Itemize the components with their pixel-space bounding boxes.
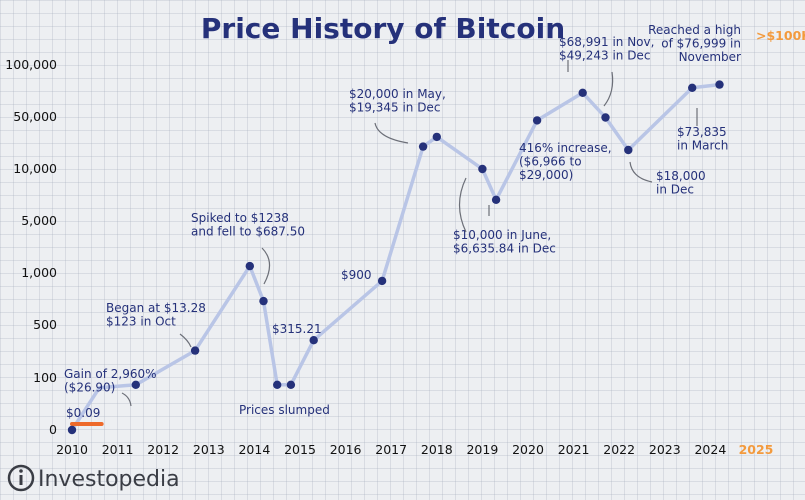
y-tick-label: 100	[33, 370, 57, 385]
annotation-label: $10,000 in June, $6,635.84 in Dec	[453, 228, 556, 256]
x-tick-label: 2020	[512, 442, 544, 457]
data-point	[273, 380, 282, 389]
annotation-arrow	[374, 122, 409, 144]
y-tick-label: 0	[49, 422, 57, 437]
data-point	[245, 261, 254, 271]
price-series-line	[70, 82, 720, 431]
annotation-label: $315.21	[272, 322, 322, 336]
data-point	[432, 132, 441, 142]
x-tick-label: 2012	[147, 442, 179, 457]
investopedia-logo: Investopedia	[7, 464, 180, 492]
x-tick-label: 2021	[558, 442, 590, 457]
data-point	[67, 425, 77, 435]
y-tick-label: 10,000	[13, 161, 57, 176]
data-point	[259, 296, 268, 306]
annotation-label: $68,991 in Nov, $49,243 in Dec	[559, 35, 654, 63]
data-point	[624, 145, 633, 155]
annotation-label: Prices slumped	[239, 403, 330, 417]
data-point	[532, 116, 542, 125]
annotation-label: Reached a high of $76,999 in November	[648, 23, 741, 64]
x-tick-label: 2018	[421, 442, 453, 457]
x-tick-label: 2015	[284, 442, 316, 457]
data-point	[688, 83, 697, 93]
annotation-arrow	[458, 177, 467, 233]
annotation-label: $0.09	[66, 406, 100, 420]
y-tick-label: 1,000	[21, 265, 57, 280]
data-point	[418, 142, 428, 151]
x-tick-label: 2010	[56, 442, 88, 457]
y-extra-label: >$100K	[756, 28, 805, 43]
y-tick-label: 5,000	[21, 213, 57, 228]
x-tick-label: 2017	[375, 442, 407, 457]
annotation-arrow	[261, 247, 271, 285]
x-tick-label: 2022	[603, 442, 635, 457]
data-point	[286, 380, 296, 389]
annotation-label: 416% increase, ($6,966 to $29,000)	[519, 141, 612, 182]
x-tick-label: 2014	[238, 442, 270, 457]
investopedia-i-icon	[7, 464, 35, 492]
annotation-arrow	[179, 333, 192, 348]
data-point	[131, 380, 140, 389]
x-tick-label: 2019	[466, 442, 498, 457]
data-point	[491, 195, 501, 204]
data-point	[478, 164, 487, 174]
x-tick-label: 2011	[102, 442, 134, 457]
annotation-label: Began at $13.28 $123 in Oct	[106, 301, 206, 329]
data-point	[578, 88, 587, 98]
annotation-label: $20,000 in May, $19,345 in Dec	[349, 87, 446, 115]
annotation-arrow	[629, 161, 653, 183]
x-tick-label: 2016	[330, 442, 362, 457]
x-tick-label: 2013	[193, 442, 225, 457]
annotation-label: $18,000 in Dec	[656, 169, 706, 197]
x-tick-label: 2023	[649, 442, 681, 457]
annotation-label: Spiked to $1238 and fell to $687.50	[191, 211, 305, 239]
data-point	[377, 276, 387, 286]
annotation-arrow	[603, 71, 614, 107]
data-point	[309, 336, 318, 345]
data-point	[715, 80, 724, 89]
data-point	[190, 346, 200, 355]
logo-text: Investopedia	[38, 467, 180, 492]
annotation-label: $73,835 in March	[677, 125, 728, 153]
x-tick-label: 2025	[739, 442, 774, 457]
data-point	[601, 113, 610, 122]
annotation-label: $900	[341, 268, 372, 282]
y-tick-label: 500	[33, 317, 57, 332]
chart-title: Price History of Bitcoin	[201, 12, 565, 45]
x-tick-label: 2024	[694, 442, 726, 457]
y-tick-label: 100,000	[5, 57, 57, 72]
annotation-label: Gain of 2,960% ($26.90)	[64, 367, 157, 395]
y-tick-label: 50,000	[13, 109, 57, 124]
annotation-arrow	[121, 392, 132, 407]
